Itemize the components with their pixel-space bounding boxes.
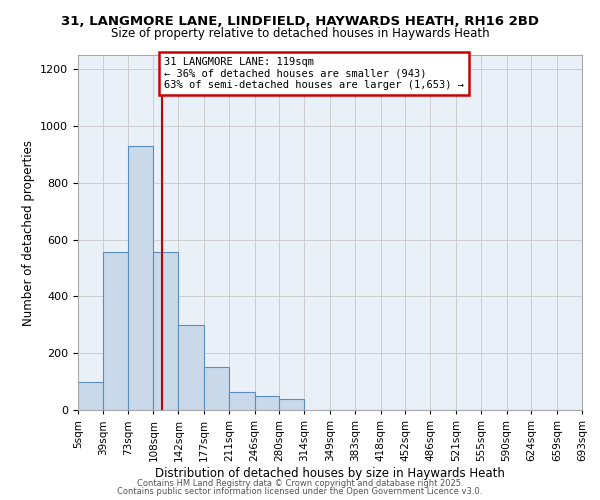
- Bar: [204, 368, 229, 410]
- Bar: [78, 382, 103, 410]
- Text: Contains HM Land Registry data © Crown copyright and database right 2025.: Contains HM Land Registry data © Crown c…: [137, 478, 463, 488]
- Bar: [280, 398, 304, 410]
- Bar: [154, 252, 178, 410]
- Bar: [128, 146, 154, 410]
- Bar: [229, 392, 254, 410]
- Text: Size of property relative to detached houses in Haywards Heath: Size of property relative to detached ho…: [110, 28, 490, 40]
- Bar: [103, 252, 128, 410]
- Bar: [254, 396, 280, 410]
- Y-axis label: Number of detached properties: Number of detached properties: [22, 140, 35, 326]
- Text: 31 LANGMORE LANE: 119sqm
← 36% of detached houses are smaller (943)
63% of semi-: 31 LANGMORE LANE: 119sqm ← 36% of detach…: [164, 57, 464, 90]
- Bar: [178, 325, 204, 410]
- Text: Contains public sector information licensed under the Open Government Licence v3: Contains public sector information licen…: [118, 488, 482, 496]
- Text: 31, LANGMORE LANE, LINDFIELD, HAYWARDS HEATH, RH16 2BD: 31, LANGMORE LANE, LINDFIELD, HAYWARDS H…: [61, 15, 539, 28]
- X-axis label: Distribution of detached houses by size in Haywards Heath: Distribution of detached houses by size …: [155, 466, 505, 479]
